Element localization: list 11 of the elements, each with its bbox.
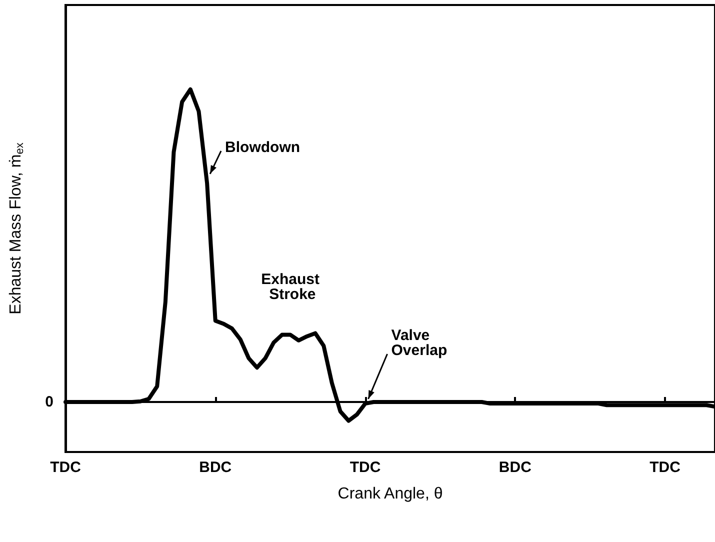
x-tick-label: BDC [498, 459, 532, 476]
x-tick-label: TDC [650, 459, 681, 476]
annotation: Blowdown [225, 138, 300, 156]
x-tick-label: BDC [199, 459, 232, 476]
x-tick-label: TDC [350, 459, 381, 476]
x-axis-title: Crank Angle, θ [338, 486, 443, 502]
annotation: Exhaust Stroke [261, 270, 320, 303]
annotation: Valve Overlap [391, 326, 448, 359]
x-tick-label: TDC [50, 459, 82, 476]
y-axis-title: Exhaust Mass Flow, ṁex [8, 142, 26, 314]
text: 0 [45, 393, 54, 410]
